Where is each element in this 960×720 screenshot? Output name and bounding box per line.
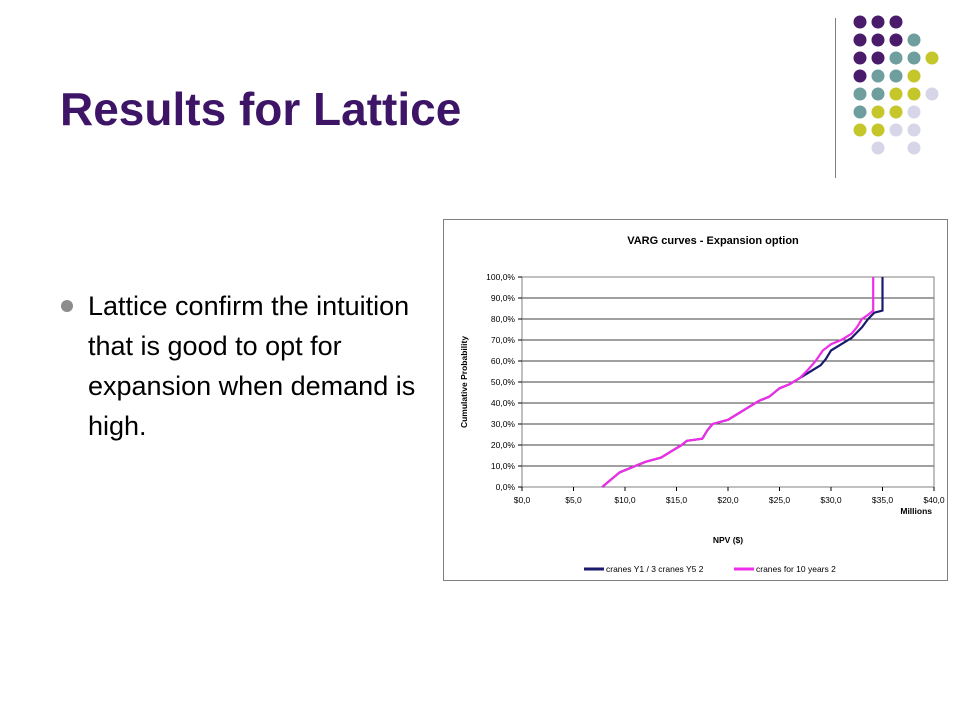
y-tick-label: 100,0% xyxy=(486,272,515,282)
decorative-dot xyxy=(871,69,885,83)
legend-label: cranes Y1 / 3 cranes Y5 2 xyxy=(606,564,704,574)
y-tick-label: 60,0% xyxy=(491,356,516,366)
decorative-dot xyxy=(907,33,921,47)
decorative-dot xyxy=(907,87,921,101)
decorative-dot xyxy=(889,15,903,29)
x-tick-label: $15,0 xyxy=(666,495,688,505)
y-tick-label: 20,0% xyxy=(491,440,516,450)
decorative-dot xyxy=(889,87,903,101)
x-tick-label: $40,0 xyxy=(923,495,945,505)
decorative-dot xyxy=(907,105,921,119)
y-axis-label: Cumulative Probability xyxy=(459,336,469,428)
decorative-dot xyxy=(871,141,885,155)
chart: VARG curves - Expansion option 0,0% 10,0% 2… xyxy=(459,235,945,574)
decorative-dot xyxy=(853,69,867,83)
decorative-dot xyxy=(853,123,867,137)
y-tick-label: 30,0% xyxy=(491,419,516,429)
decorative-dot xyxy=(853,51,867,65)
decorative-dot xyxy=(871,87,885,101)
decorative-dot xyxy=(889,51,903,65)
x-tick-label: $10,0 xyxy=(614,495,636,505)
decorative-dot xyxy=(925,51,939,65)
decorative-dot xyxy=(889,69,903,83)
decorative-dot xyxy=(907,123,921,137)
bullet-item: Lattice confirm the intuition that is go… xyxy=(60,286,420,446)
x-tick-label: $5,0 xyxy=(565,495,582,505)
decorative-dot xyxy=(853,105,867,119)
decorative-dot xyxy=(853,15,867,29)
y-tick-label: 50,0% xyxy=(491,377,516,387)
series-line xyxy=(601,277,875,488)
legend-label: cranes for 10 years 2 xyxy=(756,564,836,574)
chart-title: VARG curves - Expansion option xyxy=(627,235,799,247)
decorative-dot xyxy=(871,51,885,65)
decorative-dot xyxy=(907,69,921,83)
y-tick-label: 80,0% xyxy=(491,314,516,324)
y-tick-label: 0,0% xyxy=(496,482,516,492)
decorative-dot xyxy=(871,105,885,119)
x-tick-label: $35,0 xyxy=(872,495,894,505)
x-tick-label: $0,0 xyxy=(514,495,531,505)
decorative-dot xyxy=(871,15,885,29)
x-tick-label: $20,0 xyxy=(717,495,739,505)
x-axis-label: NPV ($) xyxy=(713,535,743,545)
x-unit-label: Millions xyxy=(900,506,932,516)
x-tick-label: $30,0 xyxy=(820,495,842,505)
decorative-dot-grid xyxy=(853,15,939,155)
chart-frame: VARG curves - Expansion option 0,0% 10,0% 2… xyxy=(443,219,948,581)
decorative-dot xyxy=(925,87,939,101)
title-divider-line xyxy=(835,18,836,178)
decorative-dot xyxy=(853,33,867,47)
bullet-text: Lattice confirm the intuition that is go… xyxy=(88,291,416,441)
bullet-list: Lattice confirm the intuition that is go… xyxy=(60,286,420,446)
y-tick-label: 10,0% xyxy=(491,461,516,471)
decorative-dot xyxy=(907,51,921,65)
bullet-dot-icon xyxy=(61,300,73,312)
decorative-dot xyxy=(871,33,885,47)
decorative-dot xyxy=(853,87,867,101)
y-tick-label: 90,0% xyxy=(491,293,516,303)
decorative-dot xyxy=(871,123,885,137)
slide-title: Results for Lattice xyxy=(60,83,462,135)
x-tick-label: $25,0 xyxy=(769,495,791,505)
y-tick-label: 40,0% xyxy=(491,398,516,408)
y-tick-label: 70,0% xyxy=(491,335,516,345)
decorative-dot xyxy=(889,123,903,137)
decorative-dot xyxy=(907,141,921,155)
decorative-dot xyxy=(889,33,903,47)
decorative-dot xyxy=(889,105,903,119)
